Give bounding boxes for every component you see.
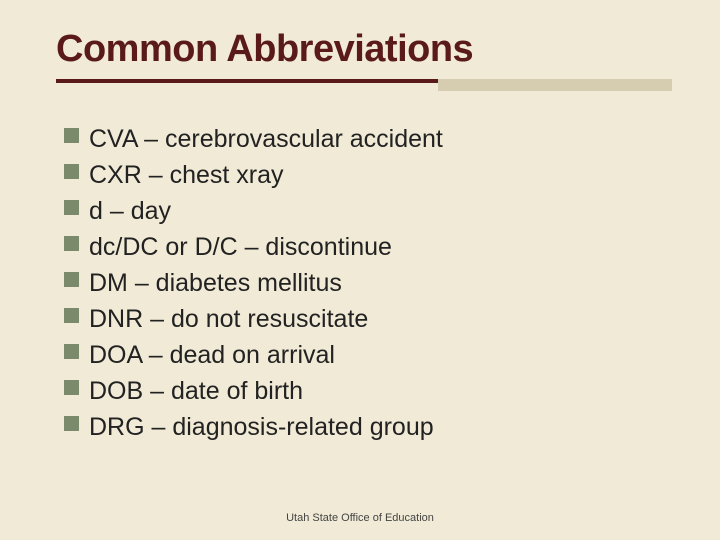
square-bullet-icon	[64, 236, 79, 251]
list-item: CXR – chest xray	[64, 157, 672, 193]
square-bullet-icon	[64, 344, 79, 359]
square-bullet-icon	[64, 308, 79, 323]
slide-title: Common Abbreviations	[56, 28, 672, 71]
list-item-text: DNR – do not resuscitate	[89, 301, 672, 337]
list-item: DM – diabetes mellitus	[64, 265, 672, 301]
square-bullet-icon	[64, 164, 79, 179]
list-item: DNR – do not resuscitate	[64, 301, 672, 337]
list-item: DRG – diagnosis-related group	[64, 409, 672, 445]
title-rule-main	[56, 79, 438, 83]
list-item-text: CXR – chest xray	[89, 157, 672, 193]
square-bullet-icon	[64, 380, 79, 395]
slide-footer: Utah State Office of Education	[0, 512, 720, 524]
square-bullet-icon	[64, 416, 79, 431]
list-item-text: DOB – date of birth	[89, 373, 672, 409]
list-item: d – day	[64, 193, 672, 229]
list-item-text: CVA – cerebrovascular accident	[89, 121, 672, 157]
abbreviation-list: CVA – cerebrovascular accident CXR – che…	[56, 121, 672, 445]
list-item: DOB – date of birth	[64, 373, 672, 409]
square-bullet-icon	[64, 200, 79, 215]
list-item: CVA – cerebrovascular accident	[64, 121, 672, 157]
list-item-text: DRG – diagnosis-related group	[89, 409, 672, 445]
slide: Common Abbreviations CVA – cerebrovascul…	[0, 0, 720, 540]
square-bullet-icon	[64, 128, 79, 143]
list-item-text: d – day	[89, 193, 672, 229]
list-item-text: dc/DC or D/C – discontinue	[89, 229, 672, 265]
list-item: DOA – dead on arrival	[64, 337, 672, 373]
title-rule-shade	[438, 79, 672, 91]
list-item: dc/DC or D/C – discontinue	[64, 229, 672, 265]
list-item-text: DM – diabetes mellitus	[89, 265, 672, 301]
list-item-text: DOA – dead on arrival	[89, 337, 672, 373]
square-bullet-icon	[64, 272, 79, 287]
title-rule	[56, 79, 672, 97]
